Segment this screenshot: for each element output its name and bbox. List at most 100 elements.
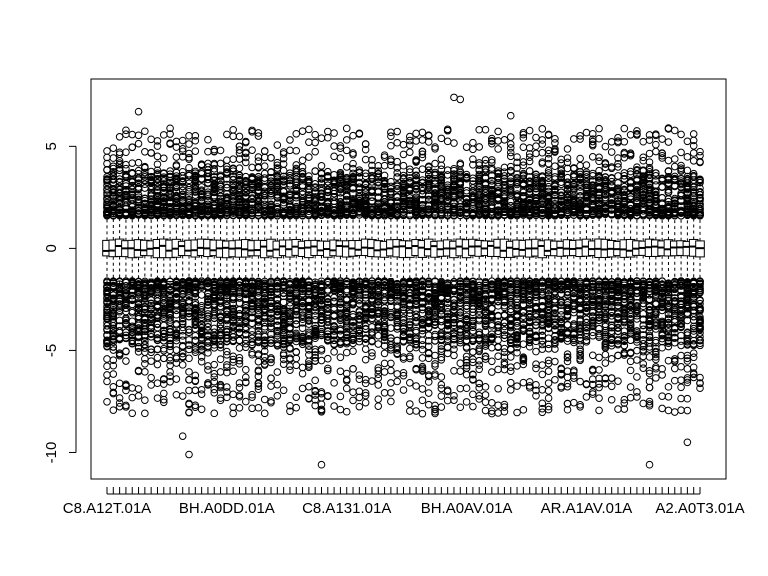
outlier-point (153, 360, 162, 369)
outlier-point (305, 153, 313, 161)
outlier-point (191, 147, 200, 155)
outlier-point (387, 388, 395, 397)
outlier-point (197, 385, 206, 394)
outlier-point (103, 147, 111, 155)
outlier-point (216, 146, 225, 155)
outlier-point (374, 331, 383, 340)
outlier-point (141, 360, 149, 368)
outlier-point (387, 366, 395, 375)
outlier-point (166, 316, 174, 324)
x-axis: C8.A12T.01A BH.A0DD.01A C8.A131.01A BH.A0AV… (63, 487, 745, 517)
outlier-point (399, 140, 408, 149)
outlier-point (115, 379, 124, 388)
outlier-point (109, 346, 118, 354)
outlier-point (166, 124, 174, 133)
outlier-point (311, 138, 319, 147)
outlier-point (342, 407, 351, 416)
outlier-point (115, 350, 124, 359)
outlier-points (103, 93, 704, 469)
outlier-point (292, 354, 301, 363)
outlier-point (387, 359, 395, 368)
outlier-point (412, 407, 420, 415)
outlier-point (380, 161, 389, 170)
outlier-point (311, 167, 319, 175)
outlier-point (393, 377, 401, 386)
outlier-point (286, 366, 294, 374)
outlier-point (185, 386, 193, 395)
outlier-point (355, 402, 364, 411)
outlier-point (141, 148, 149, 156)
outlier-point (260, 395, 269, 404)
outlier-point (109, 338, 118, 347)
outlier-point (216, 368, 225, 376)
outlier-point (103, 355, 111, 363)
outlier-point (317, 356, 326, 365)
outlier-point (336, 392, 345, 401)
outlier-point (166, 130, 174, 138)
outlier-point (166, 377, 174, 386)
outlier-point (406, 344, 414, 353)
outlier-point (368, 377, 376, 385)
outlier-point (311, 147, 319, 156)
outlier-point (216, 159, 225, 168)
outlier-point (197, 405, 206, 414)
outlier-point (103, 159, 111, 168)
outlier-point (216, 355, 225, 364)
outlier-point (387, 128, 395, 137)
outlier-point (317, 162, 326, 170)
outlier-point (122, 347, 130, 355)
outlier-point (254, 372, 263, 381)
outlier-point (323, 133, 332, 142)
boxes (102, 212, 705, 285)
outlier-point (109, 169, 118, 178)
outlier-point (330, 152, 338, 161)
outlier-point (342, 384, 351, 393)
outlier-point (305, 346, 313, 354)
outlier-point (109, 389, 118, 398)
outlier-point (387, 379, 395, 387)
outlier-point (141, 396, 149, 404)
outlier-point (229, 390, 237, 399)
outlier-point (349, 396, 357, 405)
outlier-point (241, 365, 250, 374)
outlier-point (109, 361, 118, 370)
outlier-point (342, 146, 351, 155)
outlier-point (185, 153, 193, 162)
outlier-point (336, 405, 345, 414)
outlier-point (122, 304, 130, 312)
outlier-point (178, 136, 187, 145)
outlier-point (305, 382, 313, 391)
outlier-point (330, 142, 338, 150)
outlier-point (109, 406, 118, 414)
outlier-point (241, 158, 250, 167)
outlier-point (109, 343, 118, 351)
outlier-point (380, 368, 389, 376)
outlier-point (178, 192, 187, 200)
outlier-point (103, 153, 111, 162)
outlier-point (279, 386, 288, 395)
outlier-point (122, 381, 130, 390)
outlier-point (235, 132, 244, 141)
y-tick-label: -10 (43, 442, 60, 464)
outlier-point (406, 148, 414, 157)
x-tick-label: C8.A12T.01A (63, 500, 151, 517)
outlier-point (229, 155, 237, 164)
outlier-point (241, 397, 250, 406)
outlier-point (229, 403, 237, 412)
outlier-point (286, 146, 294, 155)
outlier-point (393, 127, 401, 136)
outlier-point (286, 136, 294, 144)
outlier-point (122, 357, 130, 365)
outlier-point (185, 375, 193, 384)
outlier-point (178, 145, 187, 153)
outlier-point (103, 362, 111, 371)
outlier-point (406, 407, 414, 415)
outlier-point (273, 380, 282, 389)
outlier-point (393, 138, 401, 147)
outlier-point (141, 163, 149, 172)
outlier-point (115, 133, 124, 141)
outlier-point (380, 349, 389, 358)
outlier-point (172, 353, 181, 361)
outlier-point (349, 388, 357, 397)
